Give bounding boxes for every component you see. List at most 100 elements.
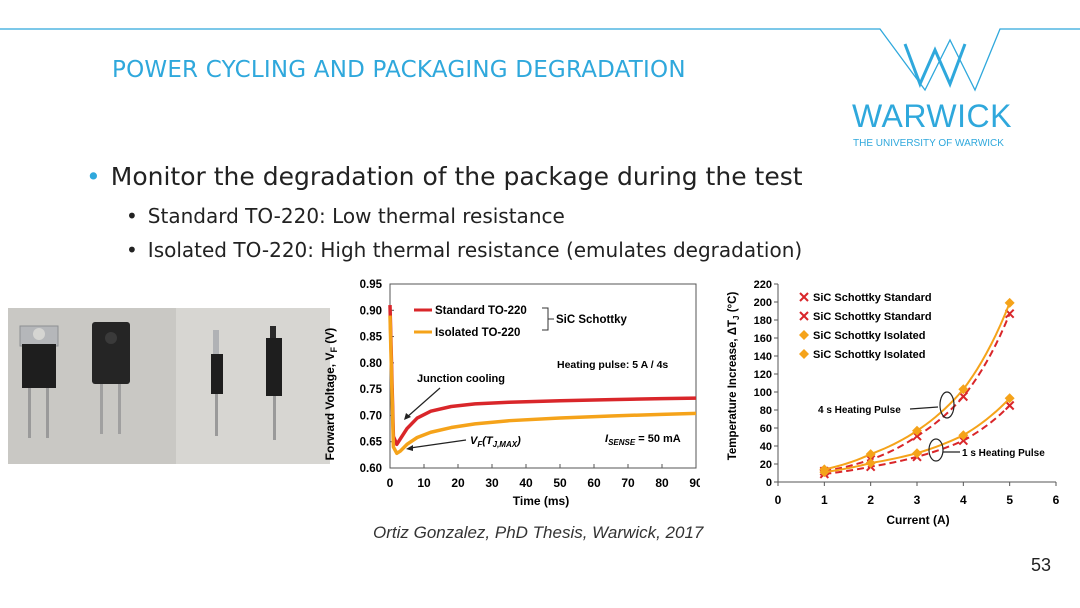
chart2-point-1 xyxy=(1004,308,1015,319)
package-photo-drawing xyxy=(8,308,330,464)
chart2-point-3 xyxy=(958,384,969,395)
warwick-logo: WARWICK xyxy=(852,98,1012,134)
chart2-y-tick-label: 220 xyxy=(754,279,772,291)
chart2-x-tick-label: 6 xyxy=(1053,493,1060,507)
legend-marker-1 xyxy=(799,311,809,321)
chart2-x-tick-label: 5 xyxy=(1006,493,1013,507)
chart2-point-3 xyxy=(1004,297,1015,308)
package-photo xyxy=(8,308,330,464)
bullet-sub2-text: Isolated TO-220: High thermal resistance… xyxy=(147,238,803,262)
chart1-series-isolated xyxy=(388,315,697,456)
chart2-y-tick-label: 60 xyxy=(760,423,772,435)
chart2-y-tick-label: 40 xyxy=(760,441,772,453)
page-number: 53 xyxy=(1031,555,1052,575)
chart2-y-tick-label: 200 xyxy=(754,297,772,309)
chart1-x-tick-label: 20 xyxy=(451,476,465,490)
chart2-point-3 xyxy=(819,464,830,475)
chart1-y-tick-label: 0.95 xyxy=(360,279,383,291)
chart2-point-3 xyxy=(865,449,876,460)
legend-standard-label: Standard TO-220 xyxy=(435,305,527,317)
bullet-sub2: • Isolated TO-220: High thermal resistanc… xyxy=(126,238,802,262)
junction-cooling-note: Junction cooling xyxy=(417,373,505,385)
legend-isolated-label: Isolated TO-220 xyxy=(435,327,520,339)
isense-note: ISENSE = 50 mA xyxy=(605,433,681,447)
citation: Ortiz Gonzalez, PhD Thesis, Warwick, 201… xyxy=(373,523,704,542)
bullet-dot-icon: • xyxy=(126,238,138,262)
chart2-point-0 xyxy=(958,435,969,446)
legend-label-3: SiC Schottky Isolated xyxy=(813,349,925,361)
chart2-point-2 xyxy=(958,430,969,441)
bullet-main-text: Monitor the degradation of the package d… xyxy=(110,162,803,191)
heating-pulse-note: Heating pulse: 5 A / 4s xyxy=(557,359,668,371)
chart1-x-tick-label: 30 xyxy=(485,476,499,490)
chart1-y-tick-label: 0.80 xyxy=(360,358,382,370)
chart2-point-2 xyxy=(865,458,876,469)
four-s-note: 4 s Heating Pulse xyxy=(818,405,901,416)
chart1-x-axis-label: Time (ms) xyxy=(513,494,569,508)
bullet-dot-icon: • xyxy=(86,162,101,191)
chart1-x-tick-label: 0 xyxy=(387,476,394,490)
chart1-y-tick-label: 0.85 xyxy=(360,332,383,344)
chart1-x-tick-label: 70 xyxy=(621,476,635,490)
warwick-logo-subtitle: THE UNIVERSITY OF WARWICK xyxy=(853,138,1004,149)
chart2-y-tick-label: 160 xyxy=(754,333,772,345)
chart1-series xyxy=(388,304,697,456)
bullet-sub1-text: Standard TO-220: Low thermal resistance xyxy=(147,204,565,228)
chart2-point-2 xyxy=(912,448,922,459)
chart1-y-axis-label: Forward Voltage, VF (V) xyxy=(323,328,339,461)
vf-tjmax-arrow xyxy=(409,439,467,449)
chart1-x-tick-label: 60 xyxy=(587,476,601,490)
chart2-series xyxy=(819,297,1015,479)
chart2-x-axis-label: Current (A) xyxy=(886,513,949,527)
chart1-y-tick-label: 0.60 xyxy=(360,463,382,475)
four-s-ellipse xyxy=(939,391,955,419)
junction-cooling-arrow xyxy=(405,387,441,419)
chart2-point-2 xyxy=(1004,393,1015,404)
bullet-main: • Monitor the degradation of the package … xyxy=(86,162,803,191)
chart1-y-tick-label: 0.65 xyxy=(360,437,383,449)
bullet-sub1: • Standard TO-220: Low thermal resistance xyxy=(126,204,565,228)
chart1-y-tick-label: 0.75 xyxy=(360,384,383,396)
chart2-point-1 xyxy=(912,431,922,441)
vf-tjmax-note: VF(TJ,MAX) xyxy=(470,435,521,449)
chart2-point-0 xyxy=(1004,400,1015,411)
chart1-x-tick-label: 10 xyxy=(417,476,431,490)
chart2-y-tick-label: 140 xyxy=(754,351,772,363)
chart2-y-tick-label: 20 xyxy=(760,459,772,471)
legend-label-1: SiC Schottky Standard xyxy=(813,311,932,323)
chart1-x-tick-label: 40 xyxy=(519,476,533,490)
chart2-point-3 xyxy=(912,425,922,436)
chart2-y-tick-label: 80 xyxy=(760,405,772,417)
chart2-y-tick-label: 100 xyxy=(754,387,772,399)
chart2-y-tick-label: 120 xyxy=(754,369,772,381)
chart2-trendline-3 xyxy=(824,302,1011,471)
legend-marker-3 xyxy=(799,349,809,359)
chart2-y-tick-label: 180 xyxy=(754,315,772,327)
warwick-logo-mark xyxy=(903,43,967,88)
header-line xyxy=(0,28,1080,92)
chart2-x-tick-label: 0 xyxy=(775,493,782,507)
legend-marker-2 xyxy=(799,330,809,340)
forward-voltage-chart: 0 10 20 30 40 50 60 70 80 90 0.60 0.65 0.70 0.75 0.80 0… xyxy=(323,279,700,508)
chart1-y-tick-label: 0.70 xyxy=(360,410,382,422)
chart2-x-tick-label: 2 xyxy=(867,493,874,507)
chart2-point-1 xyxy=(958,391,969,402)
chart1-x-tick-label: 90 xyxy=(689,476,700,490)
legend-marker-0 xyxy=(799,292,809,302)
one-s-ellipse xyxy=(928,438,944,462)
chart2-y-axis-label: Temperature Increase, ΔTJ (°C) xyxy=(727,292,741,461)
chart1-y-tick-label: 0.90 xyxy=(360,305,382,317)
chart2-x-tick-label: 4 xyxy=(960,493,967,507)
legend-label-0: SiC Schottky Standard xyxy=(813,292,932,304)
slide-title: POWER CYCLING AND PACKAGING DEGRADATION xyxy=(112,57,686,83)
legend-bracket xyxy=(542,307,549,331)
chart1-ticks: 0 10 20 30 40 50 60 70 80 90 0.60 0.65 0.70 0.75 0.80 0… xyxy=(360,279,700,490)
bullet-dot-icon: • xyxy=(126,204,138,228)
chart1-x-tick-label: 80 xyxy=(655,476,669,490)
chart1-series-standard xyxy=(388,304,697,447)
legend-label-2: SiC Schottky Isolated xyxy=(813,330,925,342)
chart2-x-tick-label: 3 xyxy=(914,493,921,507)
chart2-y-tick-label: 0 xyxy=(766,477,772,489)
